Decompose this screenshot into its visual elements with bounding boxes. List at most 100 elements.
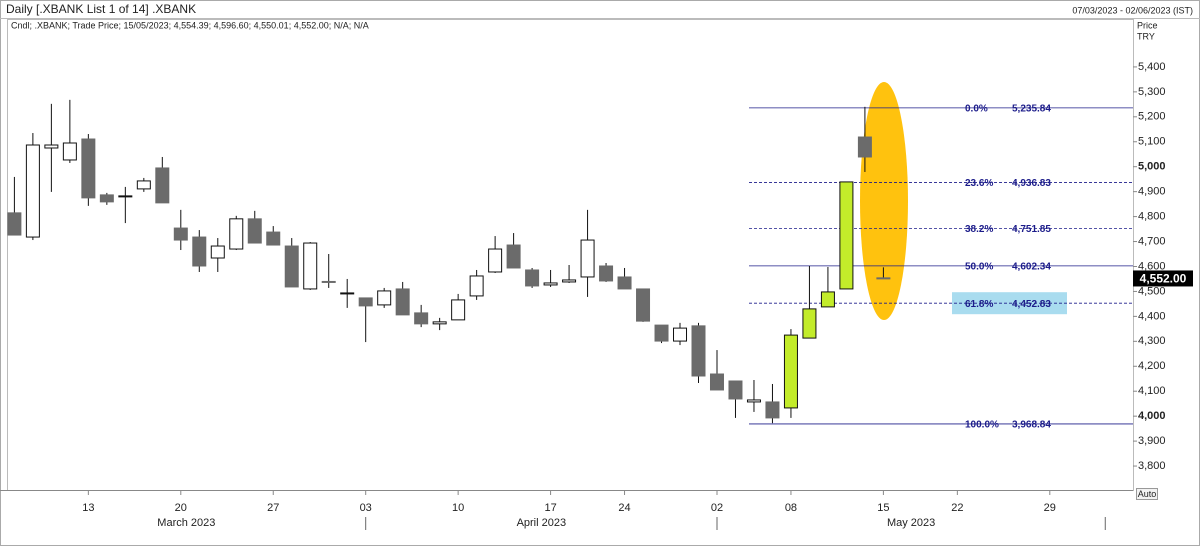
candle-body — [820, 291, 835, 308]
axis-title: Price — [1137, 20, 1158, 30]
fib-value: 5,235.84 — [1012, 104, 1051, 115]
candle-body — [599, 265, 614, 282]
fib-label: 0.0% — [965, 104, 988, 115]
candle-body — [414, 312, 429, 325]
fib-value: 4,452.83 — [1012, 299, 1051, 310]
fib-label: 23.6% — [965, 178, 993, 189]
candle-body — [321, 280, 336, 283]
x-tick-label: 29 — [1044, 502, 1056, 514]
candle-body — [617, 276, 632, 290]
candle-body — [543, 282, 558, 286]
candle-body — [562, 279, 577, 283]
candle-body — [266, 231, 281, 246]
candle-body — [728, 380, 743, 400]
y-tick-label: 4,400 — [1138, 310, 1166, 322]
candle-body — [358, 297, 373, 307]
candle-body — [81, 138, 96, 199]
auto-label[interactable]: Auto — [1138, 489, 1157, 499]
fib-value: 4,751.85 — [1012, 224, 1051, 235]
candle-body — [673, 327, 688, 342]
fib-label: 61.8% — [965, 299, 993, 310]
y-tick-label: 4,700 — [1138, 235, 1166, 247]
axis-unit: TRY — [1137, 31, 1155, 41]
candle-body — [377, 290, 392, 306]
candle-body — [451, 299, 466, 321]
month-label: March 2023 — [157, 517, 215, 529]
candle-body — [340, 292, 355, 295]
candle-body — [488, 248, 503, 273]
x-tick-label: 15 — [877, 502, 889, 514]
x-tick-label: 22 — [951, 502, 963, 514]
candle-body — [136, 180, 151, 190]
candle-body — [44, 144, 59, 149]
x-tick-label: 10 — [452, 502, 464, 514]
fib-label: 100.0% — [965, 420, 999, 431]
chart-title: Daily [.XBANK List 1 of 14] .XBANK — [6, 2, 196, 16]
candle-body — [99, 194, 114, 203]
y-tick-label: 4,900 — [1138, 186, 1166, 198]
legend-text: Cndl; .XBANK; Trade Price; 15/05/2023; 4… — [11, 20, 369, 30]
y-tick-label: 4,600 — [1138, 260, 1166, 272]
candle-body — [284, 245, 299, 288]
highlight-ellipse — [860, 82, 908, 320]
candle-body — [432, 321, 447, 325]
candle-body — [155, 167, 170, 204]
y-tick-label: 4,500 — [1138, 285, 1166, 297]
candle-body — [469, 275, 484, 297]
y-tick-label: 4,300 — [1138, 335, 1166, 347]
candle-body — [709, 373, 724, 391]
y-tick-label: 3,800 — [1138, 460, 1166, 472]
y-tick-label: 5,100 — [1138, 136, 1166, 148]
candle-body — [247, 218, 262, 244]
candle-body — [7, 212, 22, 236]
candle-body — [654, 324, 669, 342]
x-tick-label: 20 — [175, 502, 187, 514]
last-price-label: 4,552.00 — [1140, 272, 1187, 286]
candle-body — [506, 244, 521, 269]
y-tick-label: 4,000 — [1138, 410, 1166, 422]
last-price-box — [1133, 270, 1193, 287]
fib-value: 4,602.34 — [1012, 262, 1051, 273]
candle-body — [173, 227, 188, 241]
x-tick-label: 24 — [618, 502, 630, 514]
candle-body — [229, 218, 244, 250]
x-tick-label: 13 — [82, 502, 94, 514]
fib-label: 50.0% — [965, 262, 993, 273]
candle-body — [395, 288, 410, 316]
candle-body — [746, 399, 761, 403]
candle-body — [783, 334, 798, 409]
candle-body — [525, 269, 540, 287]
x-tick-label: 03 — [360, 502, 372, 514]
x-tick-label: 17 — [544, 502, 556, 514]
month-label: May 2023 — [887, 517, 935, 529]
y-tick-label: 5,000 — [1138, 161, 1166, 173]
candle-body — [636, 288, 651, 322]
y-tick-label: 5,300 — [1138, 86, 1166, 98]
candle-body — [118, 195, 133, 198]
candle-body — [839, 181, 854, 290]
candle-body — [192, 236, 207, 267]
y-tick-label: 3,900 — [1138, 435, 1166, 447]
y-tick-label: 4,800 — [1138, 211, 1166, 223]
auto-button[interactable] — [1136, 488, 1158, 500]
fib-value: 3,968.84 — [1012, 420, 1051, 431]
candle-body — [765, 401, 780, 419]
fib-label: 38.2% — [965, 224, 993, 235]
x-tick-label: 02 — [711, 502, 723, 514]
x-tick-label: 08 — [785, 502, 797, 514]
candle-body — [303, 242, 318, 290]
x-tick-label: 27 — [267, 502, 279, 514]
candle-body — [691, 325, 706, 377]
candle-body — [25, 144, 40, 238]
candle-body — [580, 239, 595, 278]
y-tick-label: 4,200 — [1138, 360, 1166, 372]
date-range: 07/03/2023 - 02/06/2023 (IST) — [1072, 5, 1193, 15]
candle-body — [802, 308, 817, 339]
candle-body — [210, 245, 225, 259]
candle-body — [857, 136, 872, 158]
candle-body — [62, 142, 77, 161]
y-tick-label: 5,200 — [1138, 111, 1166, 123]
fib-value: 4,936.83 — [1012, 178, 1051, 189]
y-tick-label: 5,400 — [1138, 61, 1166, 73]
